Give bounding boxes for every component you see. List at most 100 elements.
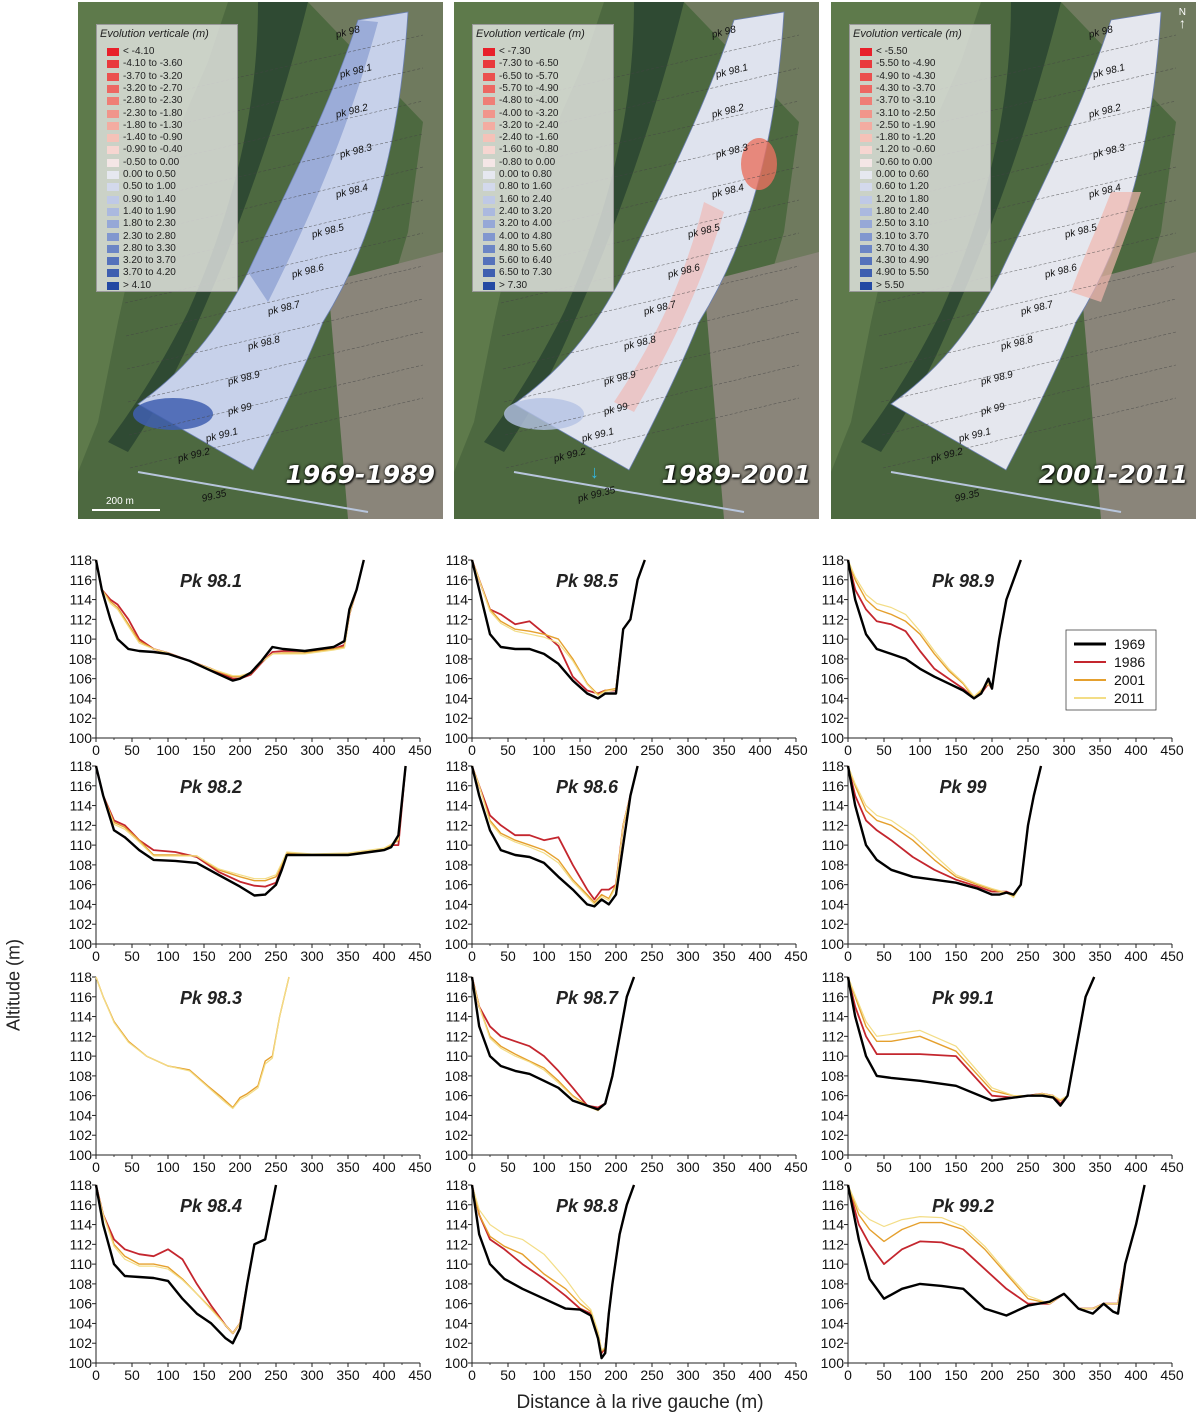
legend-class: -4.30 to -3.70 [860,82,936,95]
y-tick-label: 116 [70,1197,93,1213]
x-tick-label: 0 [92,1367,100,1380]
chart-title: Pk 98.3 [180,988,242,1008]
north-label: N [1178,7,1186,18]
legend-swatch [483,158,495,167]
legend-swatch [860,183,872,192]
y-tick-label: 102 [821,1335,845,1351]
x-tick-label: 250 [640,948,664,964]
x-tick-label: 200 [228,948,252,964]
x-tick-label: 400 [1124,1367,1148,1380]
x-tick-label: 450 [784,742,808,758]
y-tick-label: 114 [446,1217,469,1233]
legend-class: 2.40 to 3.20 [483,206,552,218]
legend-class: 3.10 to 3.70 [860,231,929,243]
legend-class: -1.80 to -1.20 [860,132,935,144]
y-tick-label: 100 [69,1355,93,1371]
x-tick-label: 450 [784,1367,808,1380]
y-tick-label: 106 [821,877,845,893]
x-tick-label: 100 [532,948,556,964]
legend-class-label: 2.80 to 3.30 [123,242,176,254]
chart-title: Pk 98.8 [556,1196,618,1216]
series-line-1969 [94,559,365,682]
legend-class-label: 0.80 to 1.60 [499,181,552,193]
x-tick-label: 300 [676,1159,700,1175]
legend-class: -7.30 to -6.50 [483,58,558,70]
legend-swatch [107,97,119,106]
legend-class: 0.00 to 0.80 [483,169,552,181]
y-tick-label: 114 [822,592,845,608]
y-tick-label: 116 [446,572,469,588]
y-tick-label: 116 [446,1197,469,1213]
legend-class-label: 6.50 to 7.30 [499,267,552,279]
series-line-1969 [846,559,1022,700]
legend-class-label: 0.00 to 0.50 [123,169,176,180]
y-tick-label: 114 [70,1217,93,1233]
y-tick-label: 114 [822,1217,845,1233]
x-tick-label: 100 [156,1367,180,1380]
x-tick-label: 100 [908,1159,932,1175]
legend-class: 2.80 to 3.30 [107,242,176,255]
legend-swatch [107,158,119,167]
series-line-2011 [471,765,639,905]
x-tick-label: 100 [908,948,932,964]
legend-vertical-evolution: Evolution verticale (m) < -4.10 -4.10 to -… [96,24,238,292]
x-tick-label: 300 [300,948,324,964]
y-tick-label: 118 [70,552,93,568]
y-tick-label: 106 [445,671,469,687]
x-tick-label: 250 [264,948,288,964]
legend-class-label: 3.20 to 3.70 [123,255,176,267]
legend-swatch [483,97,495,106]
y-tick-label: 108 [445,857,469,873]
y-tick-label: 116 [822,778,845,794]
legend-class: > 4.10 [107,280,151,292]
chart-title: Pk 98.9 [932,571,994,591]
x-tick-label: 400 [372,948,396,964]
legend-class-label: 0.00 to 0.80 [499,169,552,180]
legend-swatch [860,232,872,241]
legend-class-label: -0.90 to -0.40 [123,144,183,156]
legend-swatch [107,72,119,81]
legend-class-label: -2.40 to -1.60 [499,132,559,144]
legend-class-label: 1.20 to 1.80 [876,193,929,205]
x-tick-label: 50 [876,1367,892,1380]
y-tick-label: 118 [70,969,93,985]
series-line-2011 [95,765,407,880]
legend-swatch [483,84,495,93]
x-tick-label: 350 [1088,1367,1112,1380]
y-tick-label: 104 [445,1107,469,1123]
y-tick-label: 110 [446,1256,469,1272]
x-tick-label: 100 [532,1367,556,1380]
x-tick-label: 450 [1160,742,1184,758]
legend-class: -3.10 to -2.50 [860,107,936,120]
legend-swatch [483,257,495,266]
y-tick-label: 106 [821,1296,845,1312]
y-tick-label: 116 [70,989,93,1005]
x-tick-label: 350 [712,742,736,758]
legend-class: 1.20 to 1.80 [860,193,929,206]
legend-swatch [860,97,872,106]
x-tick-label: 300 [300,1367,324,1380]
legend-class-label: -4.30 to -3.70 [876,82,936,94]
series-line-2001 [95,765,407,882]
chart-title: Pk 98.2 [180,777,242,797]
legend-class-label: -3.70 to -3.20 [123,70,183,82]
x-tick-label: 0 [92,1159,100,1175]
cross-section-chart: 100 102 104 106 108 110 112 114 116 118 0 50 100 150 2… [821,758,1184,964]
x-tick-label: 350 [336,1367,360,1380]
legend-swatch [483,207,495,216]
series-line-1986 [95,765,407,888]
x-tick-label: 150 [192,948,216,964]
y-tick-label: 108 [445,1068,469,1084]
legend-class-label: -3.20 to -2.70 [123,82,183,94]
legend-class-label: -3.20 to -2.40 [499,119,559,131]
x-tick-label: 0 [468,1367,476,1380]
x-tick-label: 400 [1124,742,1148,758]
x-tick-label: 50 [500,1159,516,1175]
legend-swatch [107,269,119,278]
x-tick-label: 150 [944,742,968,758]
legend-class-label: -3.10 to -2.50 [876,107,936,119]
legend-class: -2.50 to -1.90 [860,120,935,132]
y-tick-label: 100 [445,1147,469,1163]
y-tick-label: 106 [69,671,93,687]
x-tick-label: 350 [712,1159,736,1175]
